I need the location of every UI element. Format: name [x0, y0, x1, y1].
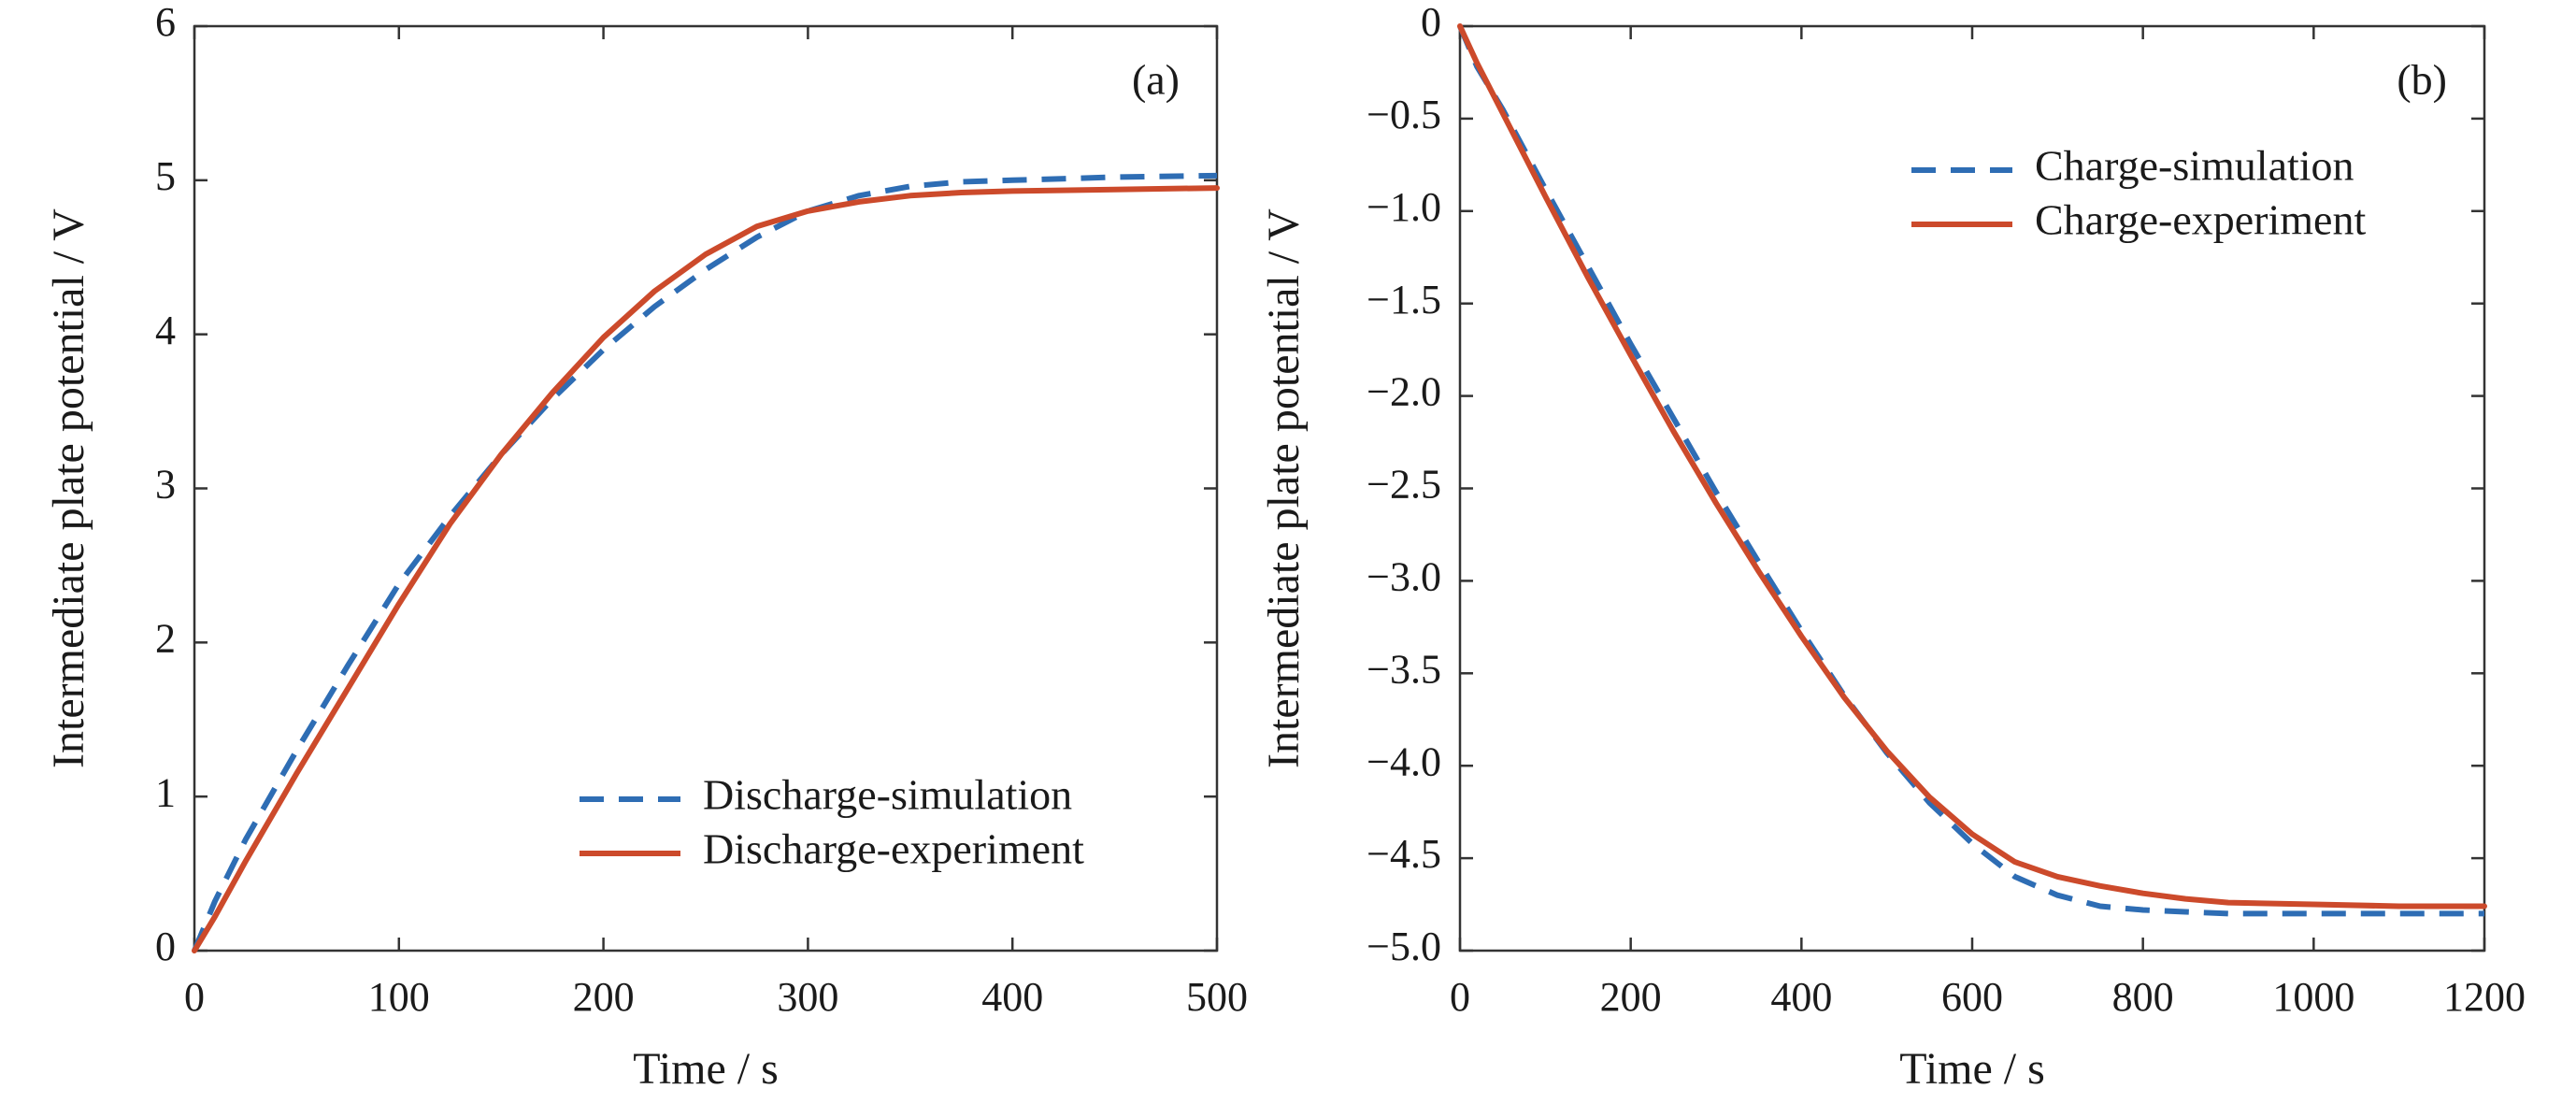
y-tick-label: −2.0 [1367, 369, 1441, 415]
panel-b-chart: 0 200 400 600 800 1000 1200 0 −0.5 −1.0 −1.5 −2.0 −2… [1259, 0, 2526, 1094]
legend-label: Discharge-simulation [703, 771, 1072, 819]
x-tick-label: 600 [1941, 974, 2003, 1020]
y-tick-label: 0 [155, 924, 176, 969]
x-tick-label: 300 [777, 974, 838, 1020]
y-tick-label: −4.5 [1367, 831, 1441, 877]
y-tick-label: −3.0 [1367, 553, 1441, 599]
x-tick-label: 400 [981, 974, 1043, 1020]
y-tick-label: 2 [155, 615, 176, 661]
y-tick-label: −4.0 [1367, 738, 1441, 784]
legend-label: Discharge-experiment [703, 825, 1084, 873]
x-tick-label: 400 [1770, 974, 1832, 1020]
y-tick-label: 4 [155, 308, 176, 353]
y-tick-label: −3.5 [1367, 646, 1441, 692]
y-tick-label: 3 [155, 462, 176, 508]
y-tick-label: 0 [1421, 0, 1441, 45]
x-tick-label: 0 [184, 974, 205, 1020]
y-axis-label: Intermediate plate potential / V [44, 208, 93, 768]
x-tick-label: 200 [573, 974, 635, 1020]
y-tick-label: −0.5 [1367, 92, 1441, 137]
x-tick-label: 100 [368, 974, 430, 1020]
y-tick-label: 1 [155, 769, 176, 815]
series-line-discharge-simulation [192, 172, 1218, 953]
panel-a-chart: 0 100 200 300 400 500 0 1 2 3 4 5 6 Time / s Intermedi… [44, 0, 1248, 1094]
y-tick-label: 6 [155, 0, 176, 45]
series-line-discharge-experiment [192, 185, 1220, 953]
y-tick-label: −1.0 [1367, 184, 1441, 230]
x-tick-label: 800 [2112, 974, 2174, 1020]
y-tick-label: −1.5 [1367, 277, 1441, 322]
panel-label: (b) [2397, 56, 2447, 104]
x-tick-label: 1000 [2272, 974, 2354, 1020]
legend-label: Charge-experiment [2035, 196, 2366, 244]
panel-label: (a) [1132, 56, 1180, 104]
x-tick-label: 1200 [2443, 974, 2526, 1020]
legend-label: Charge-simulation [2035, 142, 2354, 190]
x-tick-label: 0 [1450, 974, 1470, 1020]
series-line-charge-experiment [1457, 23, 2487, 910]
y-tick-label: −2.5 [1367, 462, 1441, 508]
x-axis-label: Time / s [633, 1044, 779, 1094]
y-tick-label: −5.0 [1367, 924, 1441, 969]
y-axis-label: Intermediate plate potential / V [1259, 208, 1309, 768]
x-tick-label: 500 [1186, 974, 1248, 1020]
x-axis-label: Time / s [1899, 1044, 2045, 1094]
y-tick-label: 5 [155, 153, 176, 199]
x-tick-label: 200 [1600, 974, 1662, 1020]
